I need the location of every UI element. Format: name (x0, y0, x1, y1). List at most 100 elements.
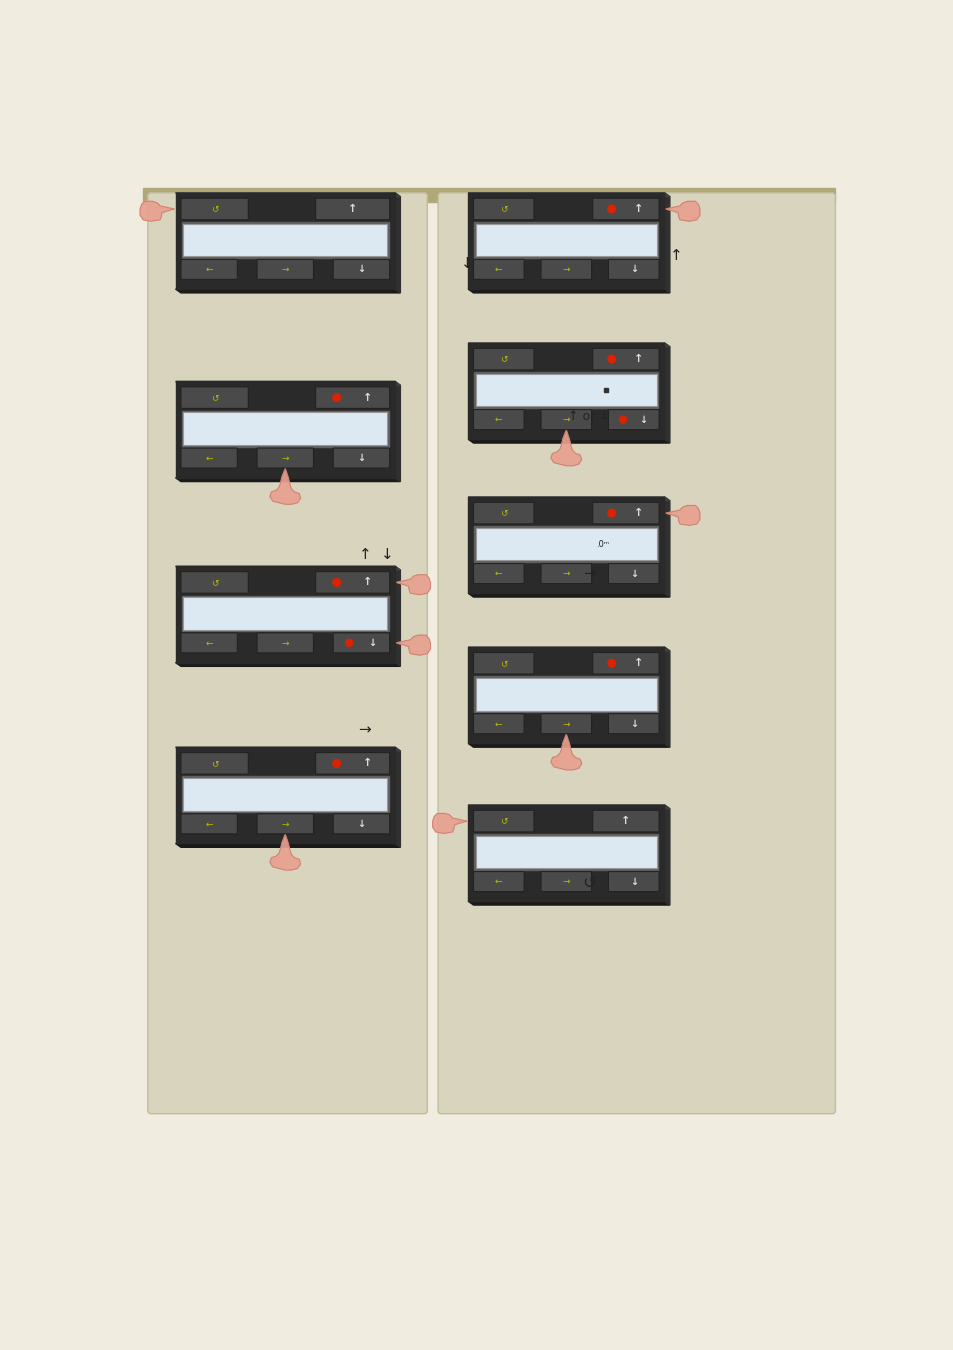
FancyBboxPatch shape (333, 448, 389, 468)
FancyBboxPatch shape (315, 198, 389, 220)
FancyBboxPatch shape (540, 714, 591, 734)
FancyBboxPatch shape (256, 633, 314, 653)
Bar (143, 188, 834, 202)
Bar (474, 676, 658, 713)
Polygon shape (175, 663, 400, 667)
Circle shape (618, 416, 626, 423)
Bar (476, 374, 656, 406)
Circle shape (607, 659, 615, 667)
FancyBboxPatch shape (608, 259, 659, 279)
Text: ↺: ↺ (211, 759, 218, 768)
Bar (183, 412, 387, 446)
FancyBboxPatch shape (437, 193, 835, 1114)
Bar (183, 224, 387, 256)
Polygon shape (175, 844, 400, 848)
Polygon shape (270, 468, 300, 505)
Polygon shape (468, 289, 669, 293)
FancyBboxPatch shape (333, 633, 389, 653)
FancyBboxPatch shape (592, 348, 659, 370)
Bar (183, 597, 387, 630)
FancyBboxPatch shape (256, 814, 314, 834)
FancyBboxPatch shape (181, 752, 248, 774)
FancyBboxPatch shape (181, 387, 248, 409)
Text: ↺: ↺ (211, 393, 218, 402)
Text: ↓: ↓ (368, 637, 376, 648)
Text: ↑: ↑ (362, 759, 372, 768)
Text: ←: ← (205, 265, 213, 274)
Bar (175, 382, 395, 478)
Bar (175, 566, 395, 663)
Bar (476, 528, 656, 560)
Text: ↑: ↑ (348, 204, 357, 213)
Circle shape (607, 205, 615, 213)
Polygon shape (468, 193, 669, 197)
Bar (474, 373, 658, 408)
FancyBboxPatch shape (473, 409, 523, 429)
FancyBboxPatch shape (333, 814, 389, 834)
Polygon shape (468, 497, 669, 501)
Text: →: → (358, 722, 371, 737)
FancyBboxPatch shape (592, 810, 659, 832)
Text: ↓: ↓ (357, 454, 365, 463)
FancyBboxPatch shape (473, 259, 523, 279)
Text: ↓: ↓ (629, 718, 638, 729)
Bar (468, 497, 664, 593)
FancyBboxPatch shape (473, 810, 534, 832)
FancyBboxPatch shape (540, 409, 591, 429)
FancyBboxPatch shape (540, 563, 591, 583)
FancyBboxPatch shape (473, 652, 534, 674)
Bar (175, 193, 395, 289)
Polygon shape (433, 814, 466, 833)
Bar (181, 776, 389, 813)
Bar (181, 410, 389, 447)
FancyBboxPatch shape (473, 872, 523, 891)
Text: ↺: ↺ (499, 204, 507, 213)
Bar (181, 595, 389, 632)
Text: ↓: ↓ (357, 265, 365, 274)
Text: ↓: ↓ (460, 256, 474, 271)
Polygon shape (468, 647, 669, 651)
FancyBboxPatch shape (473, 348, 534, 370)
Text: ↑: ↑ (358, 547, 371, 562)
FancyBboxPatch shape (181, 571, 248, 593)
Text: →: → (562, 265, 570, 274)
Text: ↓: ↓ (629, 568, 638, 579)
Polygon shape (395, 566, 400, 667)
Polygon shape (175, 747, 400, 751)
Bar (468, 647, 664, 744)
Text: →: → (562, 878, 570, 886)
Polygon shape (664, 193, 669, 293)
Bar (183, 778, 387, 811)
Text: ↑: ↑ (362, 578, 372, 587)
FancyBboxPatch shape (592, 502, 659, 524)
Circle shape (607, 355, 615, 363)
Text: ↑: ↑ (634, 659, 643, 668)
Circle shape (333, 579, 340, 586)
Polygon shape (468, 805, 669, 809)
Polygon shape (468, 593, 669, 597)
FancyBboxPatch shape (540, 259, 591, 279)
Polygon shape (664, 647, 669, 747)
Polygon shape (664, 805, 669, 904)
Bar (468, 343, 664, 439)
FancyBboxPatch shape (256, 448, 314, 468)
FancyBboxPatch shape (540, 872, 591, 891)
Text: ←: ← (205, 819, 213, 829)
Text: →: → (582, 567, 595, 582)
Text: ↺: ↺ (499, 817, 507, 826)
Text: →: → (281, 639, 289, 648)
Text: ←: ← (495, 878, 502, 886)
Bar (476, 836, 656, 868)
FancyBboxPatch shape (473, 198, 534, 220)
Polygon shape (665, 201, 700, 221)
Polygon shape (396, 634, 430, 655)
Polygon shape (396, 575, 430, 595)
Polygon shape (270, 834, 300, 869)
Polygon shape (140, 201, 173, 221)
Text: ↑ or ↓: ↑ or ↓ (568, 409, 609, 423)
Bar (476, 678, 656, 710)
Text: ↺: ↺ (581, 875, 596, 892)
Polygon shape (665, 505, 700, 525)
Text: ↺: ↺ (499, 509, 507, 517)
Polygon shape (664, 497, 669, 597)
